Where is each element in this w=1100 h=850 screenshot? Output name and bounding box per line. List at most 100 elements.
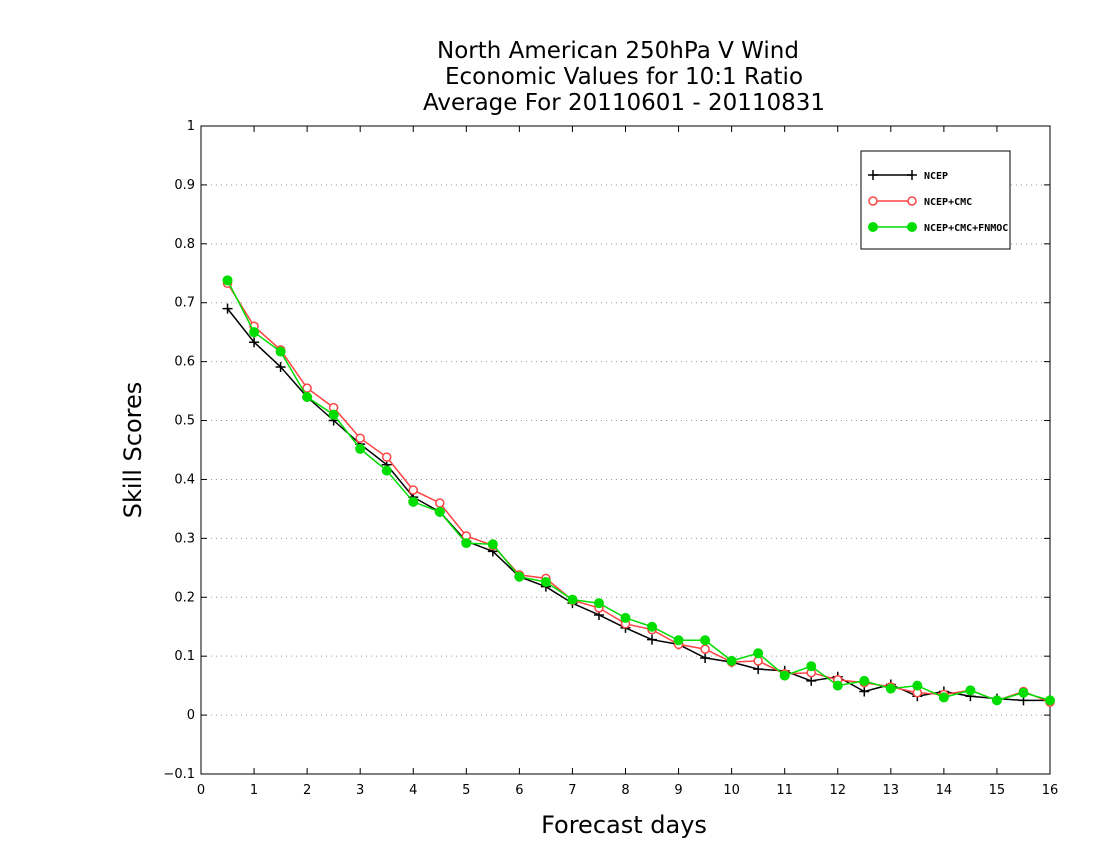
title-line-3: Average For 20110601 - 20110831 xyxy=(423,90,825,116)
data-point xyxy=(328,409,339,420)
x-tick-label: 16 xyxy=(1042,783,1059,798)
series-1 xyxy=(222,278,1055,707)
data-point xyxy=(647,621,658,632)
data-point xyxy=(700,644,710,654)
y-tick-label: 0.8 xyxy=(174,237,195,252)
data-point xyxy=(673,635,684,646)
x-tick-label: 4 xyxy=(409,783,417,798)
data-point xyxy=(859,675,870,686)
x-tick-label: 6 xyxy=(515,783,523,798)
y-tick-label: 0.5 xyxy=(174,414,195,429)
y-tick-labels: −0.1 0 0.1 0.2 0.3 0.4 0.5 0.6 0.7 0.8 0.9 1 xyxy=(163,119,195,782)
y-tick-label: 0.2 xyxy=(174,590,195,605)
data-point xyxy=(275,346,286,357)
series-layer xyxy=(222,275,1055,707)
x-tick-label: 11 xyxy=(776,783,793,798)
data-point xyxy=(868,196,878,206)
data-point xyxy=(249,327,260,338)
y-tick-label: 0 xyxy=(187,708,195,723)
x-tick-labels: 0 1 2 3 4 5 6 7 8 9 10 11 12 13 14 15 16 xyxy=(197,783,1058,798)
y-tick-label: 0.1 xyxy=(174,649,195,664)
data-point xyxy=(885,683,896,694)
x-tick-label: 7 xyxy=(568,783,576,798)
data-point xyxy=(1045,695,1055,706)
y-tick-label: −0.1 xyxy=(163,767,195,782)
x-tick-label: 2 xyxy=(303,783,311,798)
title-line-2: Economic Values for 10:1 Ratio xyxy=(445,64,803,90)
data-point xyxy=(434,506,445,517)
legend-entry: NCEP+CMC xyxy=(868,196,972,208)
y-tick-label: 0.3 xyxy=(174,531,195,546)
legend: NCEP NCEP+CMC NCEP+CMC+FNMOC xyxy=(860,150,1011,250)
x-tick-label: 9 xyxy=(674,783,682,798)
x-tick-label: 0 xyxy=(197,783,205,798)
legend-label: NCEP+CMC+FNMOC xyxy=(924,223,1008,234)
x-tick-label: 14 xyxy=(936,783,953,798)
data-point xyxy=(859,686,870,697)
x-tick-label: 15 xyxy=(989,783,1006,798)
data-point xyxy=(700,652,711,663)
series-line xyxy=(226,282,1051,703)
x-tick-label: 1 xyxy=(250,783,258,798)
data-point xyxy=(806,675,817,686)
data-point xyxy=(907,222,917,232)
data-point xyxy=(222,275,233,286)
legend-entry: NCEP xyxy=(868,170,948,182)
data-point xyxy=(620,612,631,623)
data-point xyxy=(567,594,578,605)
data-point xyxy=(726,655,737,666)
series-line xyxy=(226,308,1050,702)
data-point xyxy=(753,648,764,659)
data-point xyxy=(408,485,418,495)
data-point xyxy=(832,680,843,691)
data-point xyxy=(912,680,923,691)
data-point xyxy=(249,337,260,348)
chart-title: North American 250hPa V Wind Economic Va… xyxy=(423,38,825,116)
data-point xyxy=(540,576,551,587)
y-tick-label: 0.9 xyxy=(174,178,195,193)
data-point xyxy=(1018,687,1029,698)
data-point xyxy=(355,443,366,454)
series-line xyxy=(226,279,1051,702)
data-point xyxy=(222,303,233,314)
legend-label: NCEP xyxy=(924,171,948,182)
data-point xyxy=(647,634,658,645)
data-point xyxy=(907,170,917,180)
x-tick-label: 13 xyxy=(883,783,900,798)
data-point xyxy=(487,539,498,550)
y-tick-label: 0.4 xyxy=(174,472,195,487)
axis-ticks xyxy=(200,125,1051,775)
y-tick-label: 0.7 xyxy=(174,296,195,311)
data-point xyxy=(779,670,790,681)
data-point xyxy=(907,196,917,206)
legend-box xyxy=(860,150,1011,250)
data-point xyxy=(700,635,711,646)
data-point xyxy=(753,664,764,675)
data-point xyxy=(806,661,817,672)
series-2 xyxy=(222,275,1055,706)
data-point xyxy=(991,695,1002,706)
data-point xyxy=(514,571,525,582)
data-point xyxy=(435,498,445,508)
data-point xyxy=(302,391,313,402)
data-point xyxy=(461,538,472,549)
x-tick-label: 8 xyxy=(621,783,629,798)
data-point xyxy=(868,222,878,232)
data-point xyxy=(381,452,392,462)
x-tick-label: 5 xyxy=(462,783,470,798)
y-tick-label: 1 xyxy=(187,119,195,134)
data-point xyxy=(408,496,419,507)
series-0 xyxy=(222,303,1055,706)
data-point xyxy=(965,685,976,696)
legend-entry: NCEP+CMC+FNMOC xyxy=(868,222,1008,234)
y-tick-label: 0.6 xyxy=(174,355,195,370)
data-point xyxy=(938,692,949,703)
data-point xyxy=(275,361,286,372)
data-point xyxy=(381,465,392,476)
y-axis-title: Skill Scores xyxy=(119,382,147,519)
x-tick-label: 10 xyxy=(723,783,740,798)
data-point xyxy=(593,598,604,609)
x-tick-label: 3 xyxy=(356,783,364,798)
x-axis-title: Forecast days xyxy=(541,811,707,839)
